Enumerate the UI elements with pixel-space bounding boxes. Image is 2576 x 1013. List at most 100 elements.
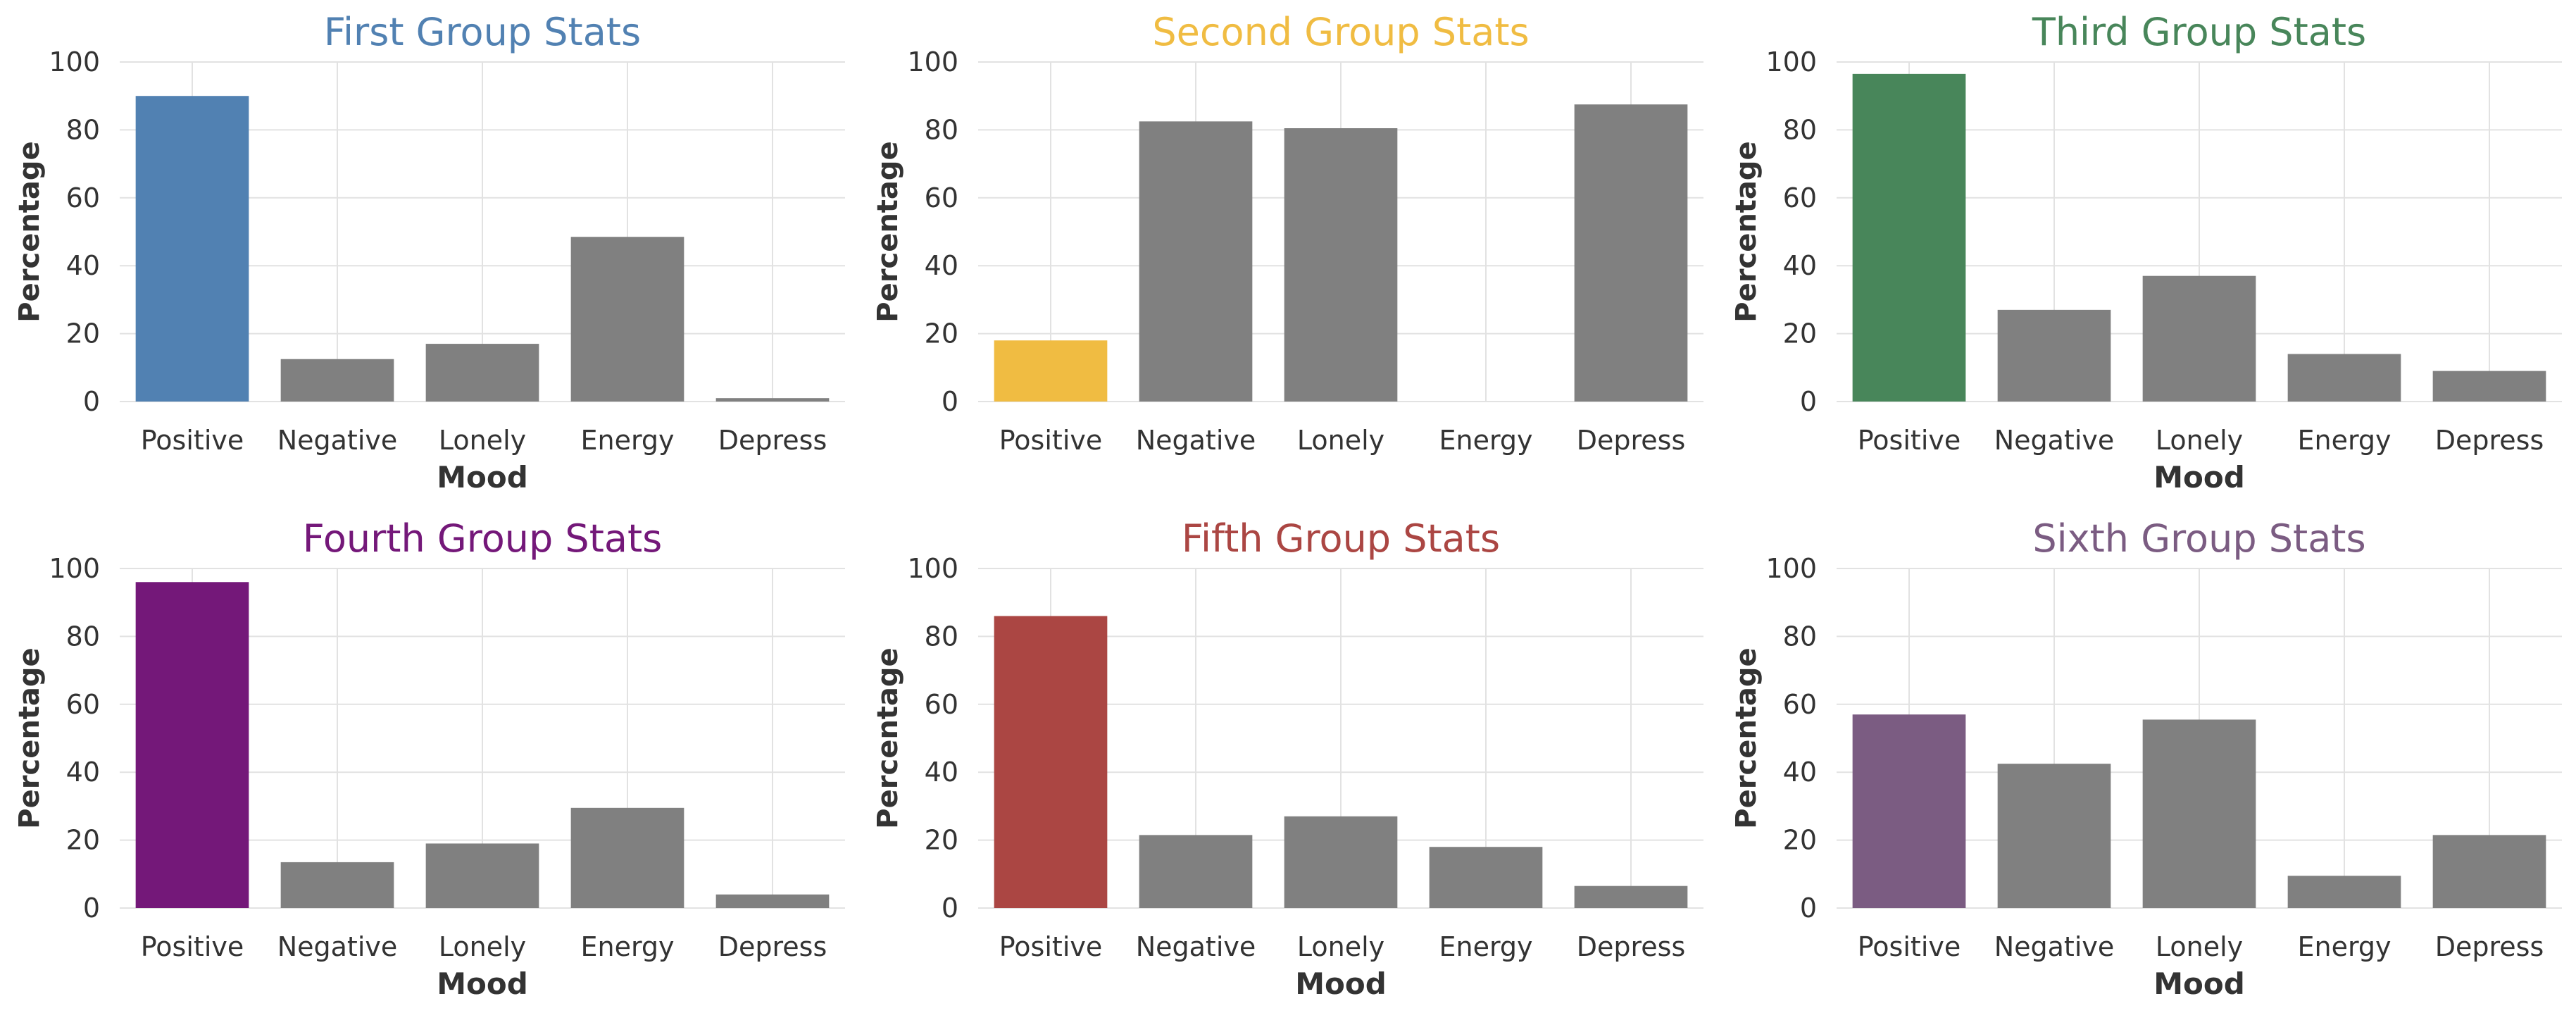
y-tick-label: 60 [925, 182, 958, 213]
bar-positive [135, 96, 249, 402]
x-axis-label: Mood [1295, 967, 1387, 1001]
bar-depress [2432, 371, 2546, 402]
y-tick-label: 0 [83, 386, 100, 417]
x-tick-label: Lonely [439, 931, 526, 962]
y-tick-label: 40 [66, 757, 100, 788]
y-tick-label: 60 [925, 689, 958, 720]
x-tick-label: Negative [1994, 931, 2115, 962]
chart-panel-2: 0 20 40 60 80 100 Positive Negative Lonely Energy… [872, 10, 1703, 456]
x-tick-label: Energy [1439, 931, 1532, 962]
y-tick-label: 80 [66, 621, 100, 652]
chart-panel-5: 0 20 40 60 80 100 Positive Negative Lonely Energy… [872, 516, 1703, 1001]
chart-panel-6: 0 20 40 60 80 100 Positive Negative Lonely Energy… [1730, 516, 2562, 1001]
y-axis-label: Percentage [1730, 141, 1763, 322]
bar-energy [1429, 847, 1543, 908]
bar-energy [570, 237, 684, 402]
y-axis-label: Percentage [872, 647, 904, 828]
y-tick-label: 20 [66, 825, 100, 856]
x-tick-label: Lonely [2156, 425, 2243, 456]
y-tick-label: 60 [1783, 689, 1817, 720]
y-tick-label: 0 [942, 386, 958, 417]
bar-negative [280, 862, 394, 908]
chart-title: First Group Stats [324, 10, 641, 54]
bar-positive [994, 616, 1108, 908]
bar-negative [1139, 121, 1253, 402]
x-tick-label: Energy [1439, 425, 1532, 456]
bar-depress [715, 894, 830, 908]
y-tick-label: 20 [925, 825, 958, 856]
x-tick-label: Positive [999, 931, 1103, 962]
x-tick-label: Negative [1994, 425, 2115, 456]
chart-panel-4: 0 20 40 60 80 100 Positive Negative Lonely Energy… [13, 516, 845, 1001]
chart-panel-1: 0 20 40 60 80 100 Positive Negative Lonely Energy… [13, 10, 845, 495]
x-tick-label: Depress [718, 931, 827, 962]
x-tick-label: Negative [1136, 425, 1256, 456]
y-tick-label: 40 [1783, 757, 1817, 788]
y-axis-label: Percentage [13, 647, 46, 828]
bar-negative [1997, 764, 2111, 908]
bar-positive [135, 582, 249, 908]
bar-depress [715, 398, 830, 402]
x-tick-label: Energy [580, 931, 674, 962]
y-tick-label: 20 [66, 318, 100, 349]
x-tick-label: Positive [141, 931, 244, 962]
y-tick-label: 80 [925, 114, 958, 145]
bar-positive [1852, 73, 1966, 402]
bar-negative [1139, 835, 1253, 908]
x-tick-label: Positive [1858, 425, 1961, 456]
y-tick-label: 20 [925, 318, 958, 349]
y-tick-label: 80 [1783, 621, 1817, 652]
bar-lonely [1284, 816, 1398, 908]
chart-title: Sixth Group Stats [2032, 516, 2365, 561]
x-tick-label: Lonely [1297, 931, 1384, 962]
bar-positive [1852, 714, 1966, 908]
chart-title: Fourth Group Stats [303, 516, 663, 561]
y-tick-label: 60 [66, 689, 100, 720]
bar-negative [1997, 309, 2111, 402]
bar-lonely [2142, 719, 2256, 908]
y-tick-label: 80 [66, 114, 100, 145]
bar-energy [2287, 354, 2401, 402]
x-tick-label: Energy [2297, 425, 2391, 456]
y-tick-label: 0 [942, 893, 958, 924]
bar-lonely [425, 344, 539, 402]
y-axis-label: Percentage [1730, 647, 1763, 828]
y-tick-label: 0 [83, 893, 100, 924]
bar-positive [994, 340, 1108, 402]
y-tick-label: 40 [925, 250, 958, 281]
y-tick-label: 100 [907, 46, 958, 77]
x-tick-label: Negative [277, 425, 398, 456]
x-tick-label: Depress [718, 425, 827, 456]
chart-title: Third Group Stats [2032, 10, 2366, 54]
x-axis-label: Mood [437, 967, 528, 1001]
x-tick-label: Lonely [2156, 931, 2243, 962]
x-tick-label: Energy [2297, 931, 2391, 962]
x-tick-label: Depress [1577, 931, 1686, 962]
y-tick-label: 80 [1783, 114, 1817, 145]
bar-lonely [2142, 275, 2256, 402]
y-tick-label: 100 [49, 46, 100, 77]
y-tick-label: 40 [1783, 250, 1817, 281]
bar-energy [2287, 876, 2401, 908]
y-tick-label: 20 [1783, 318, 1817, 349]
bar-lonely [425, 843, 539, 908]
x-tick-label: Negative [277, 931, 398, 962]
chart-title: Second Group Stats [1152, 10, 1529, 54]
bar-depress [2432, 835, 2546, 908]
chart-title: Fifth Group Stats [1182, 516, 1500, 561]
x-tick-label: Energy [580, 425, 674, 456]
x-tick-label: Positive [1858, 931, 1961, 962]
y-tick-label: 100 [1765, 46, 1817, 77]
x-tick-label: Lonely [1297, 425, 1384, 456]
y-tick-label: 60 [66, 182, 100, 213]
y-tick-label: 40 [925, 757, 958, 788]
x-tick-label: Depress [2435, 931, 2544, 962]
x-tick-label: Positive [141, 425, 244, 456]
y-tick-label: 100 [907, 553, 958, 584]
bar-negative [280, 359, 394, 402]
bar-energy [570, 807, 684, 908]
y-axis-label: Percentage [13, 141, 46, 322]
y-tick-label: 80 [925, 621, 958, 652]
x-axis-label: Mood [2153, 967, 2245, 1001]
